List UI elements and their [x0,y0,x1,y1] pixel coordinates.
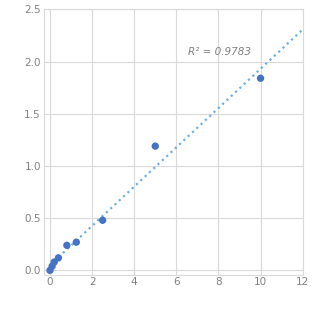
Point [100,218,105,223]
Point [153,144,158,149]
Point [47,268,52,273]
Point [64,243,69,248]
Point [74,240,79,245]
Point [56,255,61,260]
Point [52,260,57,265]
Point [258,76,263,81]
Point [50,264,55,269]
Text: R² = 0.9783: R² = 0.9783 [188,47,251,57]
